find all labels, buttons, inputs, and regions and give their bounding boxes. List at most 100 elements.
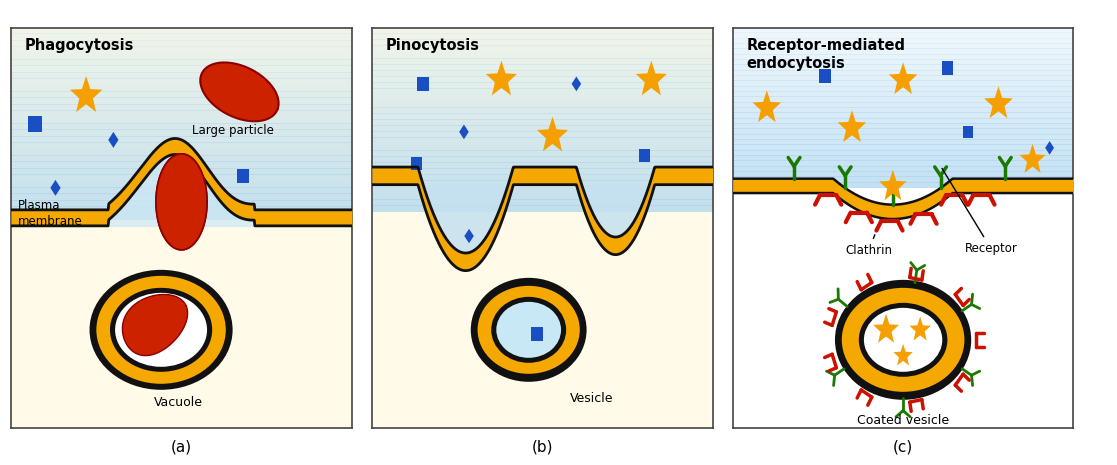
Ellipse shape [96,276,226,384]
Bar [372,131,713,138]
Bar [11,40,352,47]
Bar [11,168,352,175]
Polygon shape [984,86,1013,118]
Bar [237,169,249,183]
Bar [372,58,713,65]
Bar [372,138,713,145]
Bar [372,156,713,163]
Polygon shape [459,125,469,140]
Bar [11,200,352,207]
Text: Vesicle: Vesicle [570,392,613,405]
Bar [733,38,1073,44]
Bar [372,107,713,114]
Ellipse shape [470,278,586,382]
Text: Vacuole: Vacuole [154,396,202,409]
Ellipse shape [496,302,561,358]
Ellipse shape [859,303,947,377]
Bar [11,117,352,124]
Bar [372,94,713,101]
Polygon shape [200,62,278,121]
Bar [11,187,352,194]
Bar [733,27,1073,33]
Bar [733,70,1073,76]
Bar [733,182,1073,188]
Polygon shape [537,117,569,152]
Ellipse shape [842,288,964,392]
Polygon shape [889,62,917,94]
Bar [963,126,973,138]
Bar [372,205,713,212]
Bar [417,77,429,91]
Bar [372,27,713,34]
Ellipse shape [863,308,943,372]
Polygon shape [123,294,188,356]
Polygon shape [108,132,118,148]
Bar [11,53,352,60]
Bar [372,82,713,89]
Polygon shape [753,90,781,122]
Bar [733,86,1073,92]
Text: (c): (c) [892,440,914,455]
Bar [819,69,831,83]
Polygon shape [1020,144,1046,173]
Bar [733,65,1073,71]
Polygon shape [909,317,930,340]
Bar [11,27,352,34]
Bar [372,162,713,169]
Bar [733,33,1073,39]
Bar [942,61,953,75]
Bar [733,43,1073,49]
Bar [372,125,713,132]
Bar [372,199,713,206]
Polygon shape [838,110,867,142]
Bar [733,150,1073,156]
Bar [733,54,1073,60]
Bar [733,155,1073,161]
Bar [11,181,352,188]
Polygon shape [873,314,899,343]
Bar [11,213,352,220]
Text: (a): (a) [171,440,192,455]
Bar [11,174,352,181]
Text: Phagocytosis: Phagocytosis [25,38,134,53]
Bar [372,76,713,83]
Polygon shape [572,76,581,91]
Text: Clathrin: Clathrin [846,235,892,257]
Text: Plasma
membrane: Plasma membrane [18,199,83,228]
Bar [372,46,713,53]
Bar [733,48,1073,54]
Bar [372,180,713,187]
Bar [733,96,1073,103]
Bar [372,40,713,47]
Bar [733,91,1073,97]
Polygon shape [879,170,907,200]
Bar [639,149,650,162]
Bar [11,193,352,201]
Bar [11,78,352,86]
Bar [733,59,1073,65]
Bar [372,64,713,71]
Ellipse shape [491,297,566,363]
Bar [11,33,352,41]
Bar [372,168,713,175]
Text: (b): (b) [532,440,553,455]
Bar [11,72,352,79]
Bar [733,171,1073,177]
Bar [733,176,1073,183]
Bar [11,129,352,137]
Bar [11,142,352,149]
Bar [372,193,713,199]
Bar [733,139,1073,145]
Text: Receptor: Receptor [942,168,1018,255]
Polygon shape [1046,141,1054,155]
Polygon shape [50,180,60,196]
Bar [11,59,352,66]
Polygon shape [156,154,207,250]
Bar [733,134,1073,140]
Polygon shape [465,229,474,243]
Ellipse shape [478,286,580,374]
Polygon shape [636,61,667,95]
Bar [372,144,713,151]
Bar [11,98,352,105]
Bar [733,123,1073,129]
